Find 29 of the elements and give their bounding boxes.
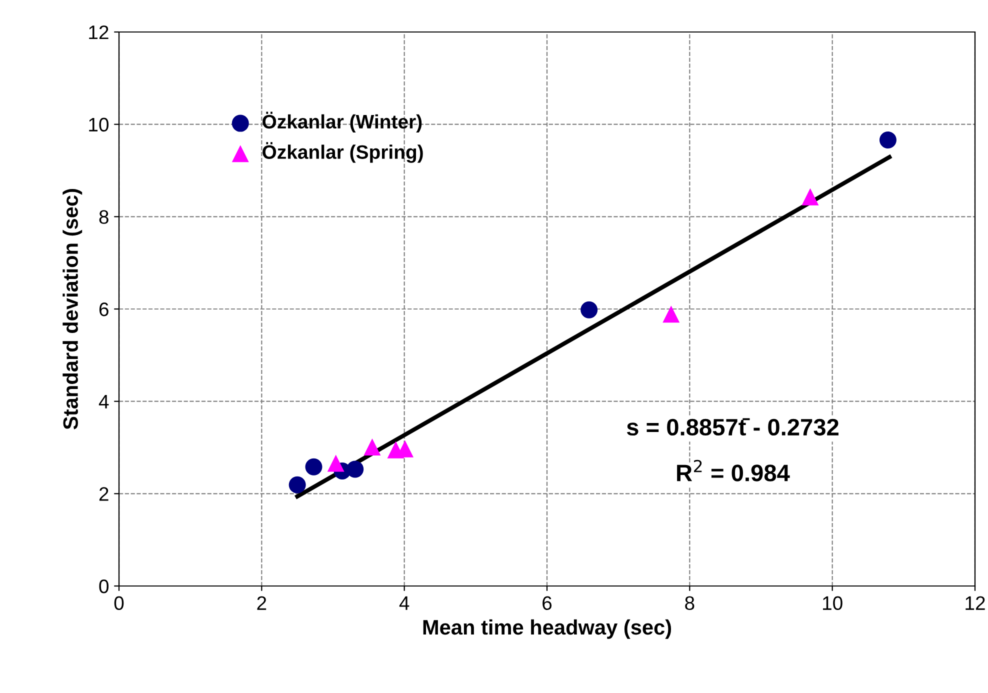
point <box>879 132 896 149</box>
x-axis-title: Mean time headway (sec) <box>423 619 672 639</box>
x-tick-label: 2 <box>257 596 266 610</box>
y-tick-label: 4 <box>98 395 109 408</box>
legend-label: Özkanlar (Winter) <box>262 112 422 132</box>
annotation: R$^{2}$ = 0.984 <box>677 460 790 482</box>
x-tick-label: 6 <box>542 596 552 610</box>
y-tick-label: 6 <box>99 302 108 316</box>
y-axis-title: Standard deviation (sec) <box>62 189 82 430</box>
y-tick-label: 8 <box>99 210 108 224</box>
y-tick-label: 12 <box>89 25 108 40</box>
x-tick-label: 0 <box>114 596 124 610</box>
x-tick-label: 8 <box>685 596 694 610</box>
y-tick-label: 2 <box>99 487 108 501</box>
x-tick-label: 4 <box>399 596 410 610</box>
point <box>327 454 344 472</box>
point <box>305 458 322 476</box>
legend-label: Özkanlar (Spring) <box>262 142 423 163</box>
point <box>364 438 381 456</box>
y-tick-label: 0 <box>99 579 109 594</box>
x-tick-label: 12 <box>966 596 985 610</box>
x-tick-label: 10 <box>823 596 842 610</box>
point <box>580 301 598 318</box>
point <box>802 188 819 206</box>
annotation: s = 0.8857t̄ - 0.2732 <box>626 418 838 436</box>
y-tick-label: 10 <box>89 118 109 132</box>
point <box>662 306 680 323</box>
point <box>346 460 364 478</box>
point <box>288 476 306 494</box>
